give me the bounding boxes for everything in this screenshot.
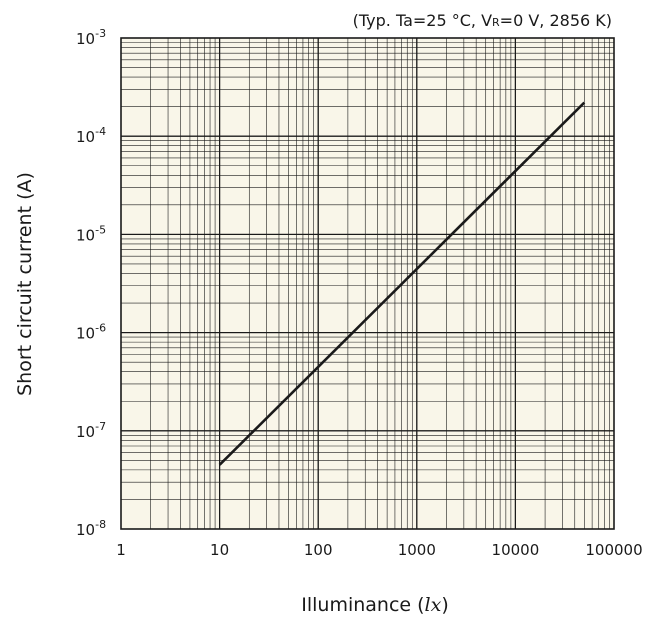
x-tick-labels: 1 10 100 1000 10000 100000 [116,541,642,559]
plot-background [121,38,614,529]
y-tick-label: 10-4 [76,125,106,146]
grid [121,38,614,529]
y-tick-label: 10-3 [76,27,106,48]
x-tick-label: 1 [116,541,126,559]
x-tick-label: 100000 [585,541,642,559]
series-layer [218,101,586,466]
y-tick-label: 10-8 [76,518,106,539]
x-tick-label: 1000 [398,541,436,559]
x-axis-label: Illuminance (lx) [301,594,449,616]
y-tick-label: 10-6 [76,322,106,343]
series-line [218,101,586,466]
x-tick-label: 100 [304,541,333,559]
y-tick-labels: 10-8 10-7 10-6 10-5 10-4 10-3 [76,27,106,539]
y-tick-label: 10-7 [76,420,106,441]
y-axis-label: Short circuit current (A) [14,172,36,396]
y-tick-label: 10-5 [76,223,106,244]
x-tick-label: 10000 [492,541,540,559]
plot-frame [120,37,615,530]
x-tick-label: 10 [210,541,229,559]
conditions-label: (Typ. Ta=25 °C, VR=0 V, 2856 K) [353,11,612,30]
